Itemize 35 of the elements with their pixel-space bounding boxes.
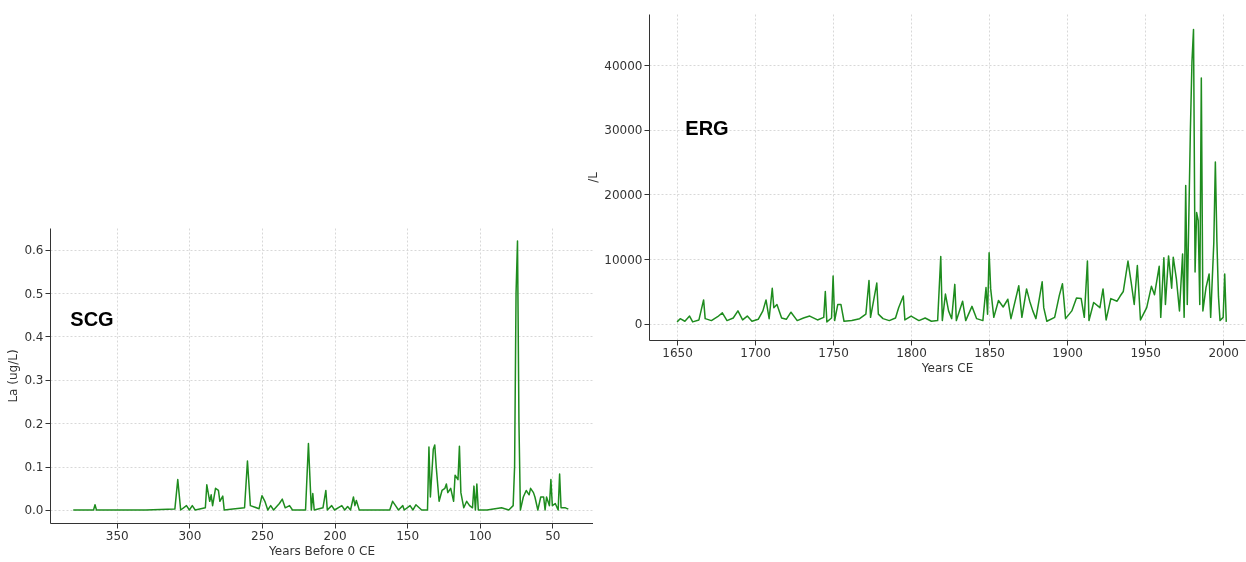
line-series	[676, 28, 1228, 323]
x-tick-label: 150	[396, 528, 420, 543]
x-axis-title: Years CE	[920, 360, 974, 375]
x-axis-title: Years Before 0 CE	[268, 543, 375, 558]
y-tick-label: 0.5	[24, 286, 44, 301]
y-tick-label: 0.3	[24, 373, 44, 388]
x-tick-label: 50	[545, 528, 561, 543]
x-tick-label: 350	[105, 528, 129, 543]
y-tick-label: 0.1	[24, 460, 44, 475]
y-tick-label: 0.6	[24, 243, 44, 258]
x-tick-label: 1750	[818, 345, 849, 360]
x-tick-label: 1700	[740, 345, 771, 360]
x-tick-label: 250	[251, 528, 274, 543]
x-tick-label: 100	[468, 528, 492, 543]
x-tick-label: 200	[323, 528, 347, 543]
annotation: SCG	[70, 308, 114, 330]
y-tick-label: 30000	[604, 123, 643, 138]
y-tick-label: 0.0	[24, 503, 44, 518]
y-tick-label: 0.4	[24, 329, 44, 344]
y-tick-label: 10000	[604, 252, 643, 267]
line-series	[72, 240, 570, 511]
x-tick-label: 2000	[1208, 345, 1239, 360]
y-axis-title: La (ug/L)	[6, 349, 21, 403]
y-tick-label: 0.2	[24, 416, 44, 431]
x-tick-label: 1800	[896, 345, 927, 360]
x-tick-label: 1650	[662, 345, 693, 360]
y-tick-label: 0	[634, 317, 643, 332]
x-tick-label: 300	[178, 528, 202, 543]
y-axis-title: /L	[586, 171, 601, 183]
x-tick-label: 1850	[974, 345, 1005, 360]
y-tick-label: 40000	[604, 58, 643, 73]
x-tick-label: 1900	[1052, 345, 1083, 360]
y-tick-label: 20000	[604, 187, 643, 202]
x-tick-label: 1950	[1130, 345, 1161, 360]
annotation: ERG	[685, 117, 729, 139]
